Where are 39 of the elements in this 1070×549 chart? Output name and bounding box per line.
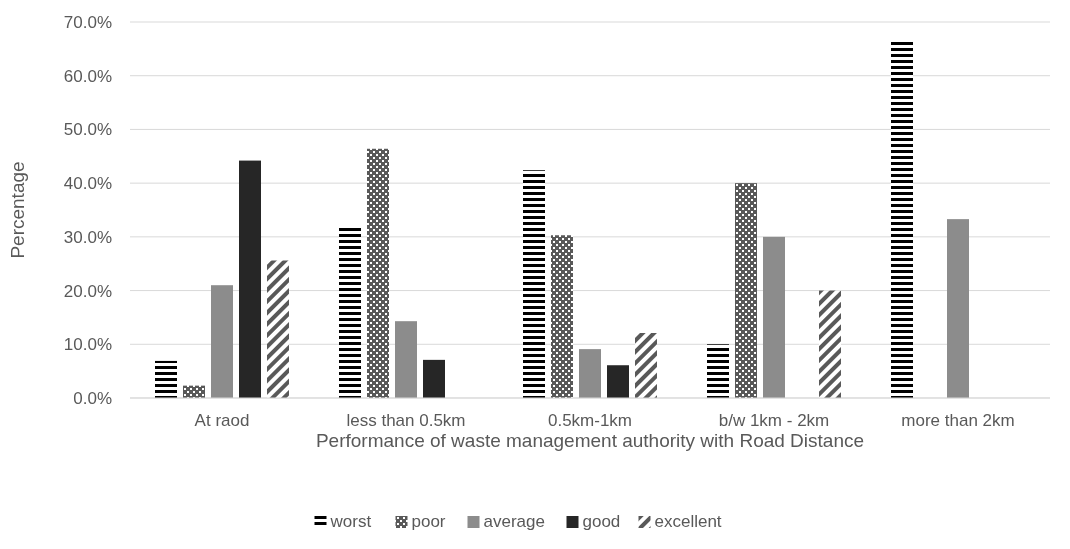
legend-label: good xyxy=(582,512,621,531)
bar xyxy=(735,183,757,398)
x-tick-label: 0.5km-1km xyxy=(547,411,633,430)
y-tick-label: 70.0% xyxy=(63,12,112,32)
bar xyxy=(367,148,389,398)
legend-label: worst xyxy=(329,512,372,531)
bar xyxy=(339,225,361,398)
bar xyxy=(267,260,289,398)
bar xyxy=(211,285,233,398)
bar xyxy=(239,160,261,398)
x-tick-label: b/w 1km - 2km xyxy=(718,411,830,430)
x-tick-label: more than 2km xyxy=(901,411,1015,430)
y-tick-label: 10.0% xyxy=(63,335,112,355)
y-tick-label: 40.0% xyxy=(63,174,112,194)
bar xyxy=(947,219,969,398)
bar xyxy=(579,349,601,398)
x-tick-label: At raod xyxy=(194,411,250,430)
x-tick-label: less than 0.5km xyxy=(346,411,466,430)
bar xyxy=(523,170,545,398)
bar xyxy=(891,39,913,398)
y-axis-title: Percentage xyxy=(7,161,28,259)
y-tick-label: 50.0% xyxy=(63,120,112,140)
bar xyxy=(423,359,445,398)
bar xyxy=(155,360,177,398)
y-tick-label: 60.0% xyxy=(63,66,112,86)
y-tick-label: 0.0% xyxy=(73,388,112,408)
bar xyxy=(819,290,841,398)
legend-label: average xyxy=(483,512,545,531)
bar xyxy=(707,344,729,398)
x-axis-title: Performance of waste management authority with Road Distance xyxy=(315,430,865,451)
bar xyxy=(395,321,417,398)
bar xyxy=(551,235,573,398)
bar xyxy=(763,236,785,398)
bar xyxy=(607,365,629,398)
y-tick-label: 30.0% xyxy=(63,227,112,247)
legend-label: poor xyxy=(411,512,446,531)
legend-label: excellent xyxy=(654,512,722,531)
bar xyxy=(635,333,657,398)
y-tick-label: 20.0% xyxy=(63,281,112,301)
